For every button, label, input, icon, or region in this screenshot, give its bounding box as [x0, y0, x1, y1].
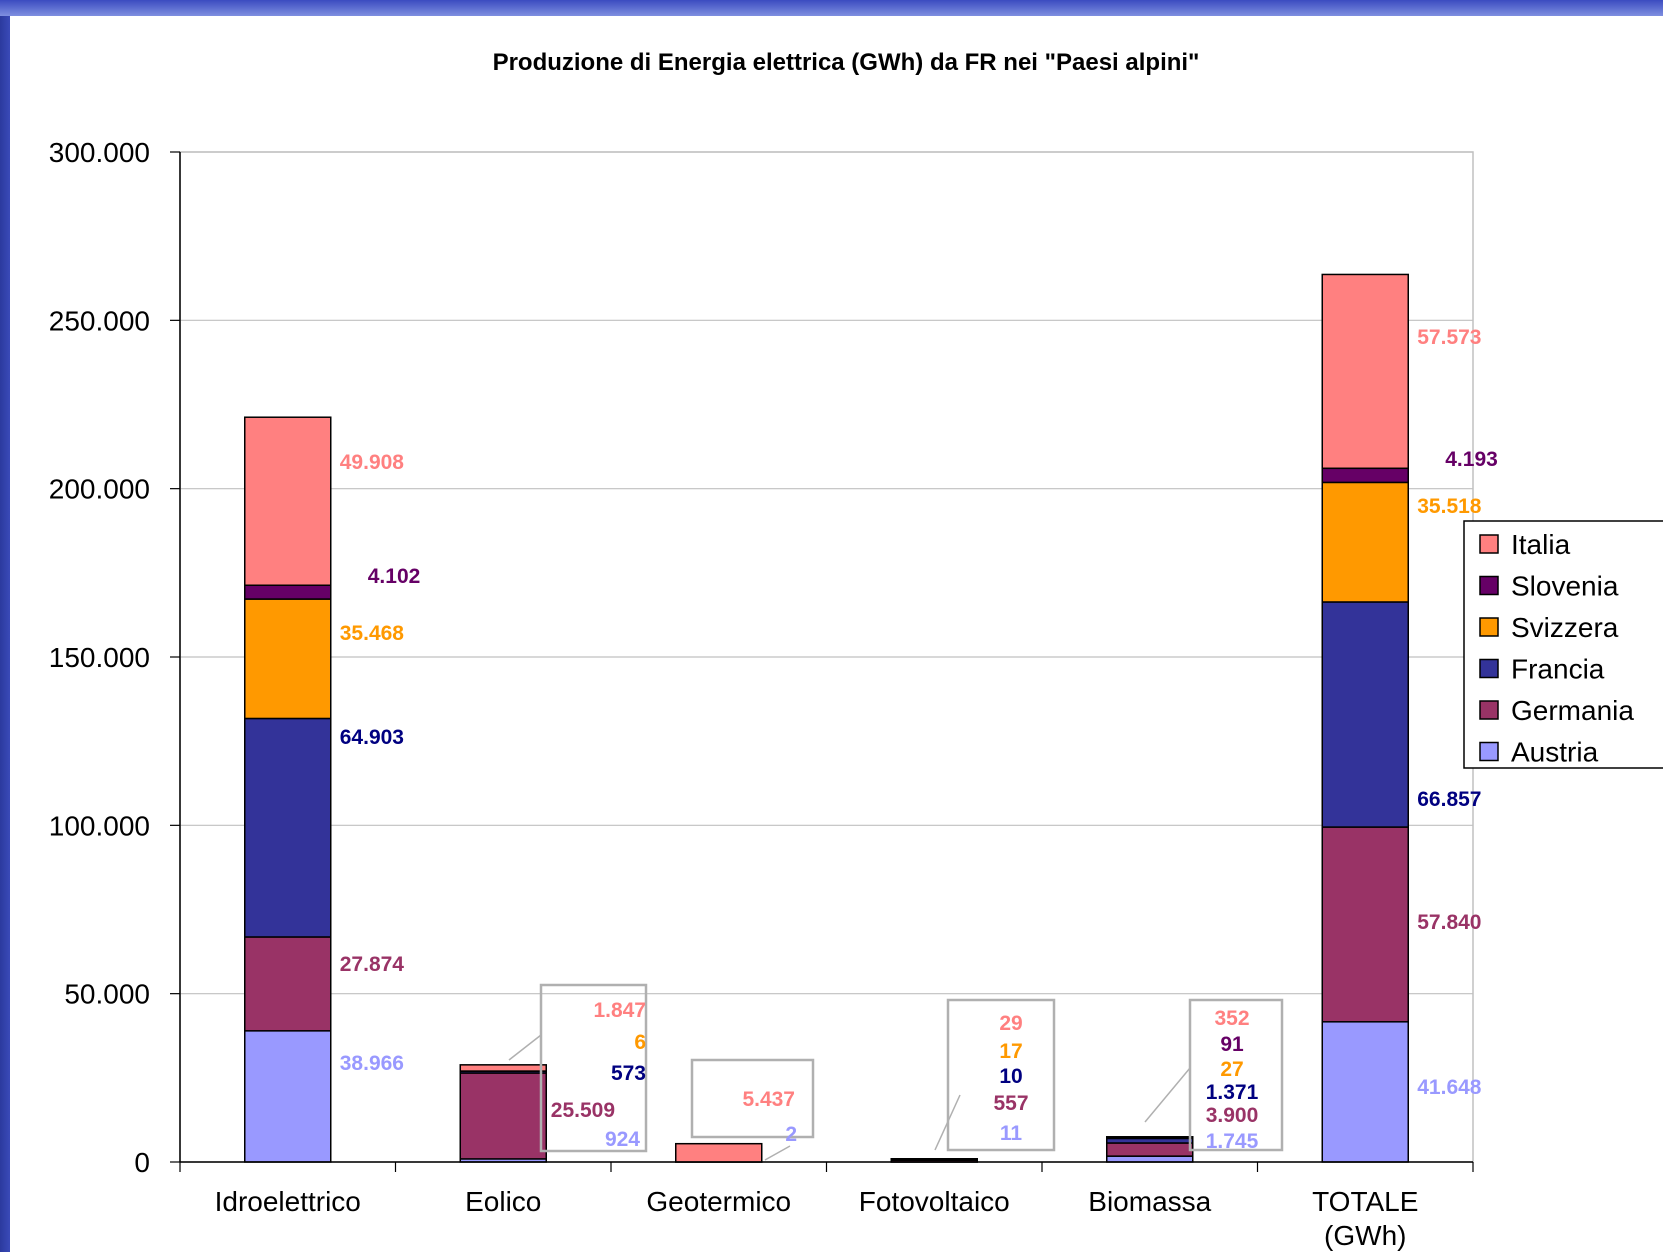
data-label-francia: 64.903 [340, 726, 404, 749]
bar-segment-germania [459, 1072, 547, 1160]
legend: Italia Slovenia Svizzera Francia Germania Aus… [1463, 520, 1663, 769]
legend-label-slovenia: Slovenia [1511, 571, 1619, 602]
callout-box [539, 983, 648, 1153]
bar-segment-svizzera [244, 598, 332, 720]
bar-segment-italia [675, 1142, 763, 1163]
data-label-italia: 29 [999, 1012, 1022, 1035]
callout-leader [508, 1034, 542, 1061]
data-label-svizzera: 35.468 [340, 622, 405, 645]
y-tick-label: 300.000 [49, 137, 150, 168]
bars-group [244, 273, 1409, 1163]
x-category-label: Fotovoltaico [859, 1186, 1010, 1217]
data-label-svizzera: 17 [999, 1040, 1022, 1063]
data-label-austria: 38.966 [340, 1052, 404, 1075]
y-tick-label: 200.000 [49, 474, 150, 505]
bar-segment-austria [1321, 1021, 1409, 1163]
callout-leader [934, 1094, 961, 1151]
legend-label-svizzera: Svizzera [1511, 612, 1619, 643]
y-tick-label: 150.000 [49, 642, 150, 673]
slide-top-bar [0, 0, 1663, 16]
callout-leader [764, 1145, 791, 1161]
bar-segment-svizzera [1321, 481, 1409, 603]
chart-title: Produzione di Energia elettrica (GWh) da… [493, 49, 1200, 76]
legend-swatch-austria [1479, 741, 1499, 762]
data-label-italia: 5.437 [742, 1088, 795, 1111]
data-label-germania: 27.874 [340, 953, 405, 976]
data-label-germania: 25.509 [551, 1099, 615, 1122]
x-category-label: Biomassa [1088, 1186, 1211, 1217]
legend-label-italia: Italia [1511, 529, 1571, 560]
data-label-slovenia: 4.193 [1445, 448, 1498, 471]
callout-box [690, 1058, 815, 1139]
data-label-italia: 1.847 [593, 999, 646, 1022]
data-label-austria: 924 [605, 1128, 640, 1151]
bar-segment-italia [244, 416, 332, 586]
data-label-slovenia: 2 [785, 1123, 797, 1146]
x-category-label: (GWh) [1324, 1220, 1406, 1251]
bar-segment-francia [1321, 601, 1409, 828]
bar-segment-slovenia [1321, 467, 1409, 484]
data-labels-group: 38.966 27.874 64.903 35.468 4.102 49.908 41.64… [340, 326, 1498, 1153]
legend-swatch-francia [1479, 658, 1499, 679]
bar-segment-austria [244, 1030, 332, 1163]
bar-segment-italia [1321, 273, 1409, 470]
bar-segment-slovenia [244, 584, 332, 600]
data-label-austria: 11 [1000, 1122, 1023, 1145]
legend-label-austria: Austria [1511, 737, 1599, 768]
callout-box [1188, 998, 1284, 1152]
x-category-label: Geotermico [646, 1186, 791, 1217]
legend-swatch-germania [1479, 700, 1499, 720]
y-tick-label: 100.000 [49, 810, 150, 841]
data-label-slovenia: 4.102 [368, 565, 421, 588]
data-label-francia: 573 [611, 1062, 646, 1085]
callouts-group [508, 983, 1284, 1161]
data-label-germania: 57.840 [1417, 911, 1481, 934]
data-label-francia: 10 [999, 1065, 1022, 1088]
data-label-svizzera: 35.518 [1417, 495, 1482, 518]
data-label-slovenia: 91 [1220, 1033, 1244, 1056]
callout-box [946, 998, 1056, 1152]
axes-group: 0 50.000 100.000 150.000 200.000 250.000 300.0… [49, 137, 1474, 1251]
data-label-francia: 66.857 [1417, 788, 1481, 811]
y-tick-label: 250.000 [49, 305, 150, 336]
bar-segment-austria [1106, 1155, 1194, 1163]
data-label-svizzera: 27 [1220, 1058, 1243, 1081]
y-tick-label: 50.000 [64, 979, 150, 1010]
legend-swatch-slovenia [1479, 575, 1499, 596]
data-label-austria: 1.745 [1206, 1130, 1259, 1153]
bar-segment-germania [1321, 826, 1409, 1023]
callout-leader [1144, 1067, 1191, 1123]
bar-segment-italia [1106, 1136, 1194, 1139]
data-label-austria: 41.648 [1417, 1076, 1482, 1099]
x-category-label: TOTALE [1312, 1186, 1418, 1217]
data-label-italia: 352 [1214, 1007, 1249, 1030]
bar-segment-germania [1106, 1142, 1194, 1157]
x-category-label: Idroelettrico [215, 1186, 361, 1217]
gridlines [179, 151, 1474, 1163]
legend-box [1463, 520, 1663, 769]
bar-segment-francia [244, 717, 332, 938]
data-label-germania: 3.900 [1206, 1104, 1259, 1127]
legend-label-francia: Francia [1511, 654, 1605, 685]
legend-label-germania: Germania [1511, 695, 1634, 726]
legend-swatch-svizzera [1479, 617, 1499, 637]
data-label-italia: 57.573 [1417, 326, 1481, 349]
data-label-francia: 1.371 [1206, 1081, 1259, 1104]
data-label-svizzera: 6 [634, 1031, 646, 1054]
bar-segment-italia [890, 1158, 978, 1161]
x-category-label: Eolico [465, 1186, 541, 1217]
data-label-germania: 557 [993, 1092, 1028, 1115]
data-label-italia: 49.908 [340, 451, 405, 474]
legend-swatch-italia [1479, 534, 1499, 554]
y-tick-label: 0 [134, 1147, 150, 1178]
bar-segment-italia [459, 1064, 547, 1072]
bar-segment-germania [244, 936, 332, 1032]
